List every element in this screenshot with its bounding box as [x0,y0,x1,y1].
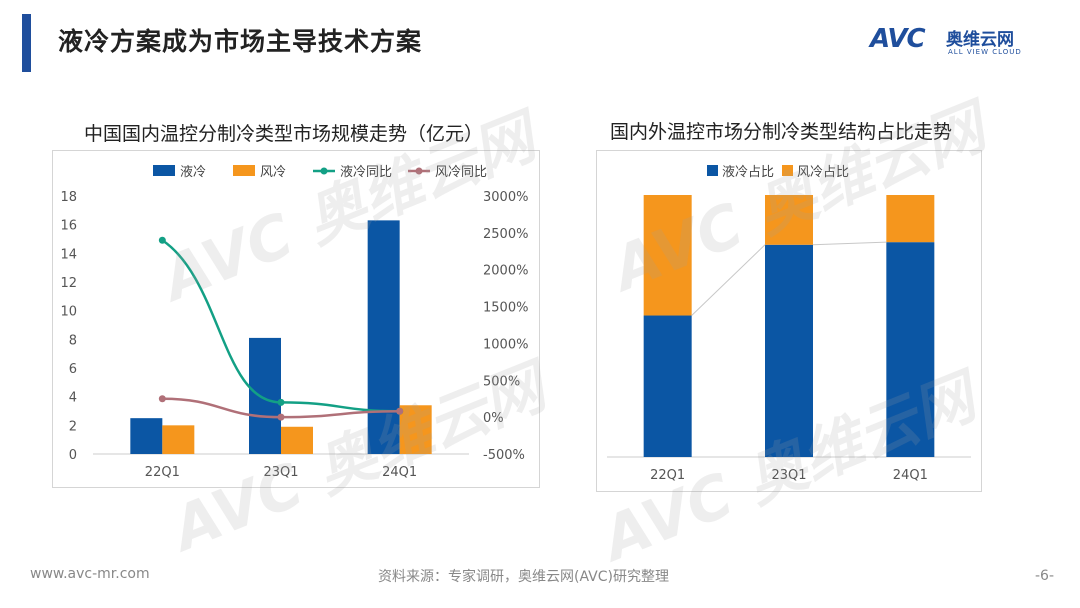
y2-tick-label: 3000% [483,190,528,205]
bar-liquid [130,418,163,454]
line-point [277,398,285,406]
bar-air [399,405,432,454]
footer-website: www.avc-mr.com [30,566,150,582]
bar-liquid [367,220,400,454]
y-tick-label: 6 [69,362,77,377]
bar-air [281,426,313,454]
logo-cn-text: 奥维云网 [946,30,1014,50]
y2-tick-label: 1000% [483,337,528,352]
title-accent-bar [22,14,31,72]
x-tick-label: 23Q1 [771,468,806,483]
page-number: -6- [1034,568,1054,584]
legend-swatch [707,165,718,176]
logo-avc-text: AVC [870,24,926,54]
y-tick-label: 12 [60,276,77,291]
y2-tick-label: 500% [483,374,520,389]
legend-label: 液冷占比 [722,165,774,180]
y-tick-label: 16 [60,219,77,234]
x-tick-label: 23Q1 [263,465,298,480]
y-tick-label: 0 [69,448,77,463]
legend-swatch [782,165,793,176]
legend-swatch-point [415,167,423,175]
chart-1-svg: 0 2 4 6 8 10 12 14 16 18 -500% 0% 500% 1000% 1500% 2000… [60,165,528,480]
legend-label: 风冷同比 [435,165,487,180]
x-tick-label: 24Q1 [382,465,417,480]
series-line [691,244,766,316]
legend-swatch-point [320,167,328,175]
bar-air-share [765,195,813,245]
y-tick-label: 8 [69,333,77,348]
series-line [812,241,887,246]
y-tick-label: 4 [69,391,77,406]
page-title: 液冷方案成为市场主导技术方案 [58,27,423,56]
line-point [277,413,285,421]
chart-1-box: 0 2 4 6 8 10 12 14 16 18 -500% 0% 500% 1000% 1500% 2000… [52,150,540,488]
logo-en-text: ALL VIEW CLOUD [948,48,1022,56]
x-tick-label: 22Q1 [145,465,180,480]
chart-1-title: 中国国内温控分制冷类型市场规模走势（亿元） [84,123,484,145]
bar-liquid-share [765,244,813,457]
bar-liquid-share [886,242,935,457]
y2-tick-label: 2500% [483,227,528,242]
x-tick-label: 22Q1 [650,468,685,483]
line-point [158,236,166,244]
chart-2-svg: 22Q1 23Q1 24Q1 液冷占比 风冷占比 [607,165,971,483]
y-tick-label: 2 [69,419,77,434]
legend-label: 风冷占比 [797,165,849,180]
bar-liquid-share [643,315,692,457]
chart-2-box: 22Q1 23Q1 24Q1 液冷占比 风冷占比 [596,150,982,492]
line-point [158,395,166,403]
y-tick-label: 18 [60,190,77,205]
y-tick-label: 14 [60,247,77,262]
y-tick-label: 10 [60,305,77,320]
legend-label: 风冷 [260,165,286,180]
line-point [396,407,404,415]
chart-2-title: 国内外温控市场分制冷类型结构占比走势 [610,121,953,143]
legend-swatch [233,165,255,176]
bar-air-share [643,195,692,316]
legend-label: 液冷 [180,165,206,180]
bar-liquid [249,337,281,454]
bar-air-share [886,195,935,243]
legend-swatch [153,165,175,176]
footer-source: 资料来源：专家调研，奥维云网(AVC)研究整理 [378,569,669,585]
bar-air [162,425,195,454]
avc-logo: AVC 奥维云网 ALL VIEW CLOUD [870,24,1050,64]
legend-label: 液冷同比 [340,165,392,180]
line-liquid-yoy [161,239,400,413]
y2-tick-label: -500% [483,448,525,463]
y2-tick-label: 0% [483,411,504,426]
y2-tick-label: 1500% [483,301,528,316]
y2-tick-label: 2000% [483,264,528,279]
x-tick-label: 24Q1 [893,468,928,483]
